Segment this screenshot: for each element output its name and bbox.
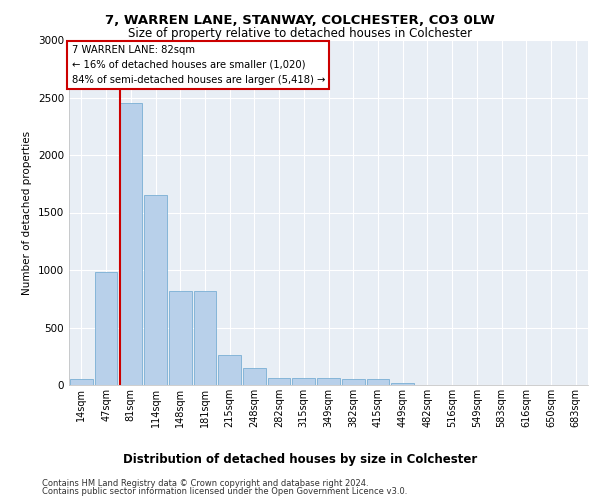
Bar (95, 272, 118, 385)
Bar (292, 378, 315, 385)
Bar (169, 290, 191, 385)
Bar (243, 368, 266, 385)
Bar (70, 379, 93, 385)
Text: Distribution of detached houses by size in Colchester: Distribution of detached houses by size … (123, 452, 477, 466)
Text: Size of property relative to detached houses in Colchester: Size of property relative to detached ho… (128, 28, 472, 40)
Bar (144, 195, 167, 385)
Bar (367, 378, 389, 385)
Text: Contains HM Land Registry data © Crown copyright and database right 2024.: Contains HM Land Registry data © Crown c… (42, 478, 368, 488)
Text: 7, WARREN LANE, STANWAY, COLCHESTER, CO3 0LW: 7, WARREN LANE, STANWAY, COLCHESTER, CO3… (105, 14, 495, 27)
Bar (268, 378, 290, 385)
Bar (194, 290, 216, 385)
Bar (391, 382, 414, 385)
Bar (218, 354, 241, 385)
Y-axis label: Number of detached properties: Number of detached properties (22, 130, 32, 294)
Bar (317, 378, 340, 385)
Text: 7 WARREN LANE: 82sqm
← 16% of detached houses are smaller (1,020)
84% of semi-de: 7 WARREN LANE: 82sqm ← 16% of detached h… (71, 45, 325, 85)
Bar (342, 378, 365, 385)
Text: Contains public sector information licensed under the Open Government Licence v3: Contains public sector information licen… (42, 487, 407, 496)
Bar (119, 104, 142, 385)
